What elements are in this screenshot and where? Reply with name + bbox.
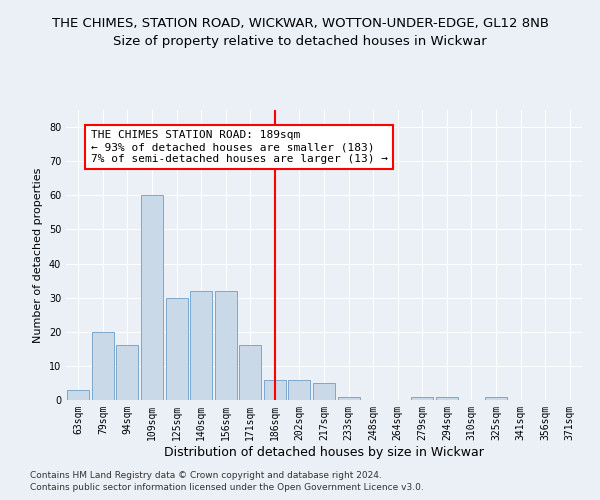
Bar (338, 396, 359, 400)
Text: THE CHIMES, STATION ROAD, WICKWAR, WOTTON-UNDER-EDGE, GL12 8NB: THE CHIMES, STATION ROAD, WICKWAR, WOTTO… (52, 18, 548, 30)
Bar (264, 380, 286, 400)
Bar (485, 396, 507, 400)
Text: Size of property relative to detached houses in Wickwar: Size of property relative to detached ho… (113, 35, 487, 48)
Bar (289, 380, 310, 400)
Bar (141, 196, 163, 400)
Y-axis label: Number of detached properties: Number of detached properties (33, 168, 43, 342)
X-axis label: Distribution of detached houses by size in Wickwar: Distribution of detached houses by size … (164, 446, 484, 458)
Bar (67, 390, 89, 400)
Bar (166, 298, 188, 400)
Bar (239, 346, 262, 400)
Bar (116, 346, 139, 400)
Bar (411, 396, 433, 400)
Text: Contains public sector information licensed under the Open Government Licence v3: Contains public sector information licen… (30, 484, 424, 492)
Text: Contains HM Land Registry data © Crown copyright and database right 2024.: Contains HM Land Registry data © Crown c… (30, 471, 382, 480)
Bar (215, 291, 237, 400)
Bar (92, 332, 114, 400)
Text: THE CHIMES STATION ROAD: 189sqm
← 93% of detached houses are smaller (183)
7% of: THE CHIMES STATION ROAD: 189sqm ← 93% of… (91, 130, 388, 164)
Bar (436, 396, 458, 400)
Bar (190, 291, 212, 400)
Bar (313, 383, 335, 400)
